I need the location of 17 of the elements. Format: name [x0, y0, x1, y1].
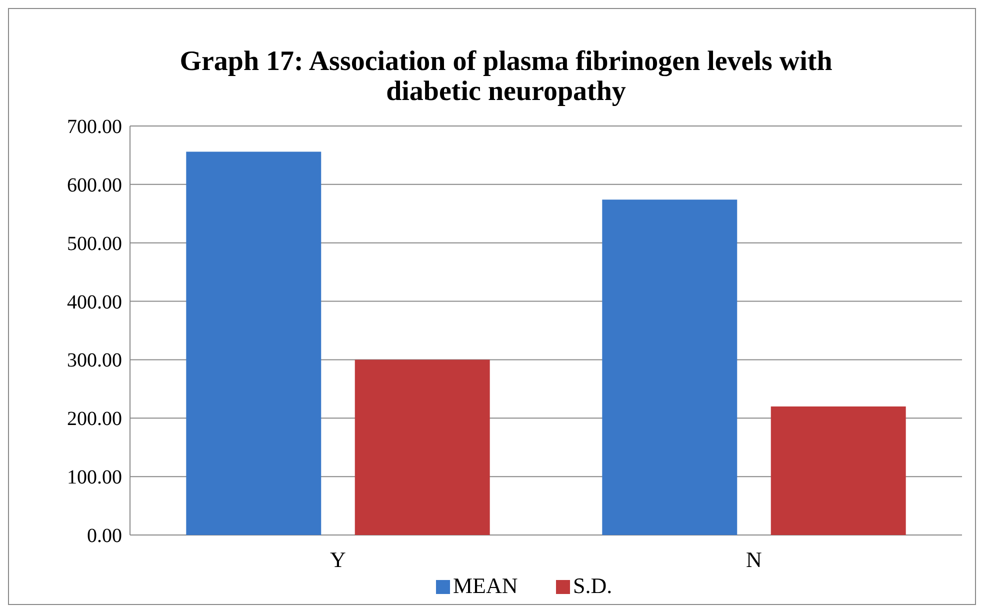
- y-tick-label: 400.00: [67, 291, 122, 314]
- y-tick-label: 300.00: [67, 350, 122, 372]
- y-tick-label: 700.00: [67, 116, 122, 138]
- x-tick-label: N: [746, 547, 762, 572]
- legend-label: S.D.: [573, 573, 612, 598]
- legend-label: MEAN: [453, 573, 518, 598]
- bar: [354, 360, 490, 535]
- bar: [186, 152, 322, 535]
- bar: [602, 200, 738, 535]
- y-tick-label: 100.00: [67, 466, 122, 489]
- bar: [770, 406, 906, 535]
- y-tick-label: 500.00: [67, 232, 122, 255]
- y-tick-label: 200.00: [67, 408, 122, 430]
- y-tick-label: 600.00: [67, 174, 122, 196]
- chart-title: Graph 17: Association of plasma fibrinogen levels with diabetic neuropathy: [180, 46, 833, 107]
- x-tick-label: Y: [330, 547, 346, 572]
- y-tick-label: 0.00: [87, 525, 122, 547]
